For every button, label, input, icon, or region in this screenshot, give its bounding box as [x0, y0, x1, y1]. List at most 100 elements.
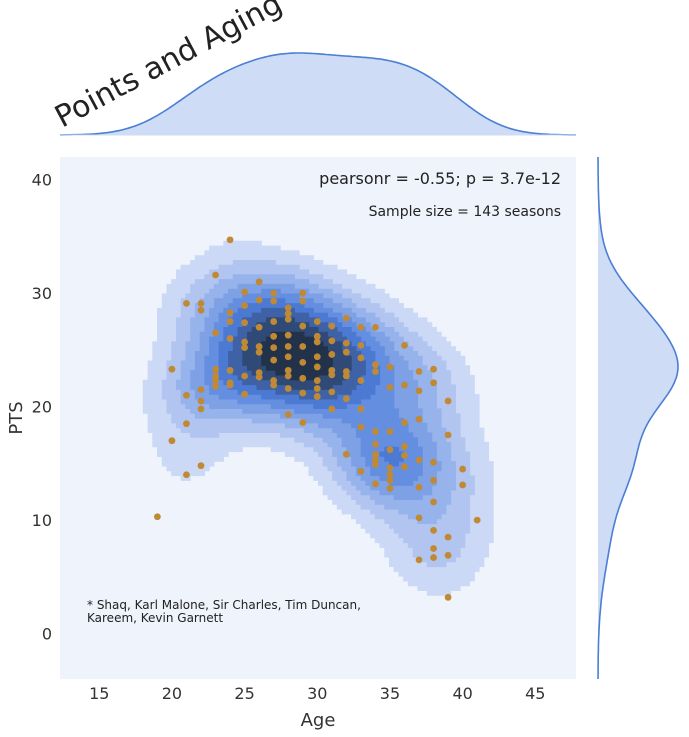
right-kde-line	[597, 157, 679, 680]
scatter-point	[270, 318, 278, 325]
scatter-point	[284, 343, 292, 350]
scatter-point	[444, 397, 452, 405]
right-marginal-kde	[597, 157, 679, 680]
scatter-point	[415, 556, 423, 564]
scatter-point	[342, 372, 350, 380]
players-note-line-1: * Shaq, Karl Malone, Sir Charles, Tim Du…	[87, 598, 361, 612]
x-tick-label: 45	[525, 684, 545, 703]
scatter-point	[357, 354, 365, 362]
scatter-point	[255, 296, 263, 304]
scatter-point	[357, 467, 365, 475]
scatter-point	[299, 343, 307, 350]
y-tick-label: 30	[32, 284, 52, 303]
scatter-point	[313, 363, 321, 371]
scatter-point	[386, 446, 394, 454]
scatter-point	[357, 423, 365, 431]
scatter-point	[284, 385, 292, 392]
scatter-point	[168, 437, 176, 445]
scatter-point	[386, 484, 394, 492]
scatter-point	[197, 462, 205, 470]
scatter-point	[197, 299, 205, 307]
scatter-point	[299, 358, 307, 366]
scatter-point	[241, 372, 248, 380]
scatter-point	[473, 516, 481, 524]
scatter-point	[372, 361, 379, 369]
scatter-point	[270, 381, 278, 389]
scatter-point	[241, 390, 248, 398]
scatter-point	[372, 480, 379, 488]
scatter-point	[357, 323, 365, 331]
scatter-point	[328, 405, 336, 413]
scatter-point	[284, 372, 292, 380]
scatter-point	[255, 348, 263, 356]
scatter-point	[313, 338, 321, 346]
top-kde-fill	[60, 53, 576, 135]
scatter-point	[313, 332, 321, 340]
scatter-point	[415, 456, 423, 464]
scatter-point	[430, 458, 437, 466]
scatter-point	[299, 297, 307, 305]
scatter-point	[183, 471, 190, 479]
y-tick-label: 20	[32, 398, 52, 417]
scatter-point	[357, 377, 365, 384]
y-tick-label: 0	[42, 625, 52, 644]
scatter-point	[342, 450, 350, 458]
y-tick-labels: 0 10 20 30 40	[32, 171, 52, 644]
scatter-point	[342, 339, 350, 347]
scatter-point	[386, 477, 394, 484]
scatter-point	[226, 318, 234, 325]
scatter-point	[255, 323, 263, 331]
scatter-point	[372, 428, 379, 436]
pearson-annotation: pearsonr = -0.55; p = 3.7e-12	[319, 169, 561, 188]
scatter-point	[459, 465, 467, 473]
scatter-point	[401, 463, 408, 471]
scatter-point	[401, 341, 408, 349]
scatter-point	[212, 271, 219, 279]
scatter-point	[313, 318, 321, 325]
scatter-point	[430, 526, 437, 534]
x-tick-label: 40	[452, 684, 472, 703]
scatter-point	[372, 461, 379, 468]
scatter-point	[401, 381, 408, 389]
scatter-point	[386, 464, 394, 472]
scatter-point	[372, 368, 379, 375]
scatter-point	[372, 450, 379, 458]
scatter-point	[255, 343, 263, 350]
x-tick-label: 30	[307, 684, 327, 703]
x-tick-label: 15	[89, 684, 109, 703]
scatter-point	[459, 481, 467, 489]
scatter-point	[226, 366, 234, 374]
scatter-point	[183, 391, 190, 399]
scatter-point	[430, 365, 437, 373]
y-tick-label: 10	[32, 511, 52, 530]
scatter-point	[313, 393, 321, 400]
scatter-point	[401, 419, 408, 426]
scatter-point	[299, 419, 307, 426]
scatter-point	[357, 405, 365, 413]
scatter-point	[415, 368, 423, 375]
scatter-point	[212, 377, 219, 384]
sample-size-annotation: Sample size = 143 seasons	[369, 204, 561, 220]
scatter-point	[197, 397, 205, 405]
scatter-point	[415, 387, 423, 395]
scatter-point	[342, 314, 350, 322]
scatter-point	[197, 306, 205, 314]
scatter-point	[328, 351, 336, 358]
scatter-point	[241, 344, 248, 352]
scatter-point	[241, 319, 248, 327]
scatter-point	[342, 395, 350, 403]
scatter-point	[444, 431, 452, 439]
scatter-point	[212, 382, 219, 390]
x-tick-label: 25	[234, 684, 254, 703]
scatter-point	[284, 331, 292, 339]
scatter-point	[342, 348, 350, 356]
x-tick-label: 35	[380, 684, 400, 703]
scatter-point	[386, 428, 394, 436]
scatter-point	[313, 353, 321, 361]
scatter-point	[197, 386, 205, 394]
scatter-point	[284, 310, 292, 317]
scatter-point	[299, 389, 307, 397]
y-tick-label: 40	[32, 171, 52, 190]
scatter-point	[270, 297, 278, 305]
